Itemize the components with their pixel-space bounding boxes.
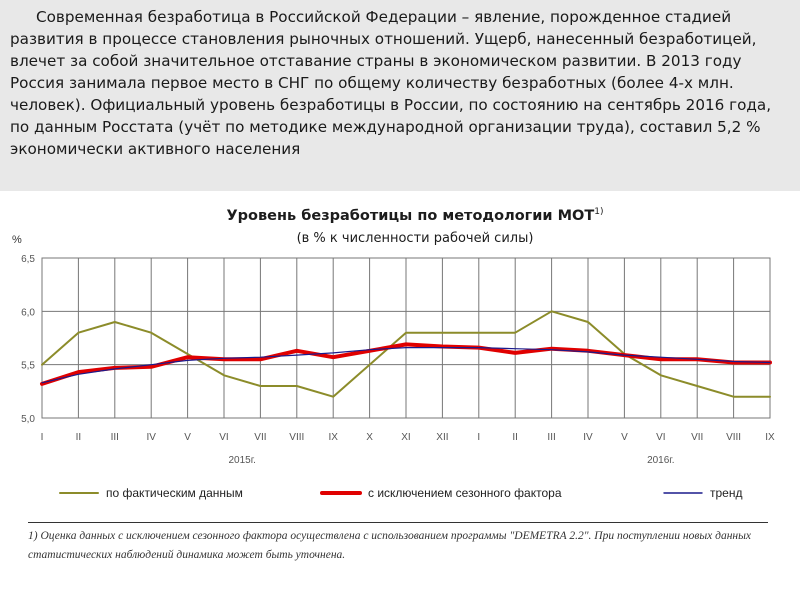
x-tick-label: VI: [219, 432, 228, 443]
chart-title-text: Уровень безработицы по методологии МОТ: [226, 207, 595, 224]
intro-text-block: Современная безработица в Российской Фед…: [0, 0, 800, 191]
chart-title: Уровень безработицы по методологии МОТ1): [0, 207, 800, 224]
x-tick-label: V: [184, 432, 191, 443]
x-tick-label: XI: [401, 432, 410, 443]
y-tick-label: 5,5: [21, 361, 35, 372]
x-tick-label: VIII: [289, 432, 304, 443]
x-tick-label: II: [76, 432, 82, 443]
y-tick-label: 6,0: [21, 307, 35, 318]
unemployment-line-chart: 5,05,56,06,5I II III IV V VI VII VIII IX X XI XII I I…: [21, 254, 775, 500]
x-tick-label: VIII: [726, 432, 741, 443]
x-tick-label: VI: [656, 432, 665, 443]
x-tick-label: V: [621, 432, 628, 443]
legend-label-2: с исключением сезонного фактора: [368, 486, 562, 500]
y-tick-label: 6,5: [21, 254, 35, 265]
chart-subtitle: (в % к численности рабочей силы): [296, 231, 534, 246]
intro-paragraph: Современная безработица в Российской Фед…: [10, 8, 772, 158]
x-tick-label: VII: [691, 432, 703, 443]
x-tick-label: IX: [765, 432, 775, 443]
x-tick-label: IV: [146, 432, 156, 443]
x-tick-label: III: [111, 432, 119, 443]
x-tick-label: VII: [254, 432, 266, 443]
series-line-3: [41, 346, 771, 384]
x-year-label: 2016г.: [647, 455, 674, 466]
legend-label-1: по фактическим данным: [106, 486, 243, 500]
x-tick-label: XII: [436, 432, 448, 443]
x-year-label: 2015г.: [228, 455, 255, 466]
x-tick-label: X: [366, 432, 373, 443]
x-tick-label: IV: [583, 432, 593, 443]
x-tick-label: IX: [328, 432, 338, 443]
chart-footnote: 1) Оценка данных с исключением сезонного…: [28, 522, 768, 565]
chart-title-footnote-mark: 1): [594, 207, 604, 217]
legend-label-3: тренд: [710, 486, 742, 500]
y-axis-unit: %: [12, 234, 22, 246]
x-tick-label: I: [41, 432, 44, 443]
y-tick-label: 5,0: [21, 414, 35, 425]
x-tick-label: II: [512, 432, 518, 443]
x-tick-label: III: [547, 432, 555, 443]
x-tick-label: I: [477, 432, 480, 443]
series-line-1: [41, 310, 771, 398]
